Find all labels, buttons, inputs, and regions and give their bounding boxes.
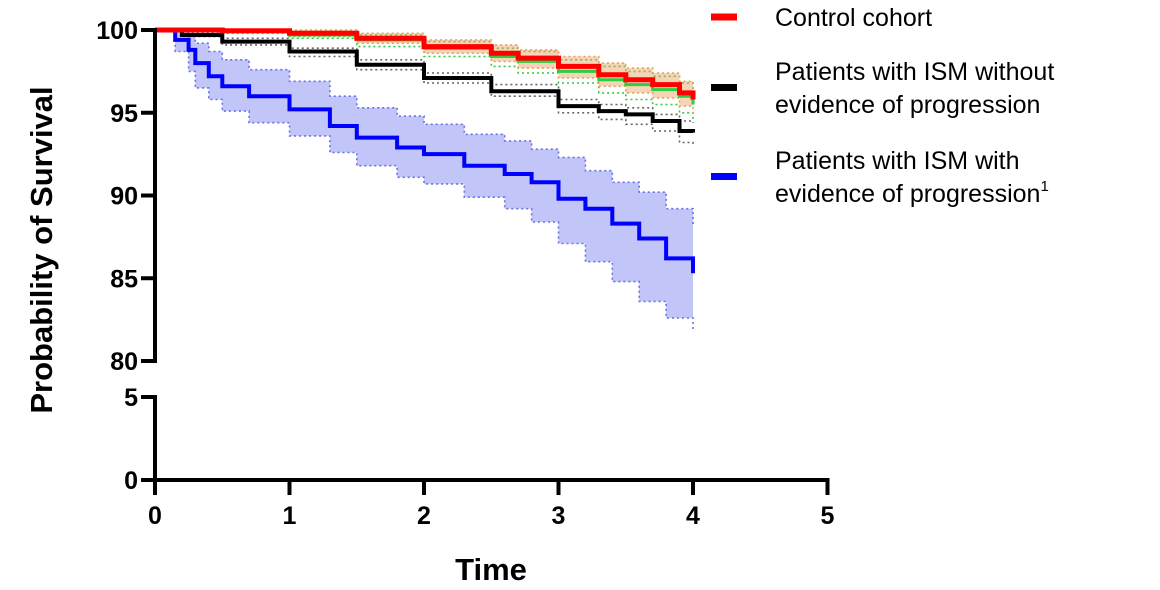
series-1-ci-lower bbox=[155, 29, 694, 120]
y-axis-title: Probability of Survival bbox=[24, 86, 59, 413]
survival-curves bbox=[155, 27, 696, 274]
legend-label: evidence of progression bbox=[775, 91, 1040, 119]
y-tick-label: 95 bbox=[110, 100, 138, 128]
y-tick-label: 100 bbox=[96, 17, 138, 45]
legend-item-1: Patients with ISM without evidence of pro… bbox=[711, 58, 1054, 119]
legend-swatch bbox=[711, 84, 737, 91]
legend-superscript: 1 bbox=[1040, 178, 1048, 195]
x-tick-label: 3 bbox=[552, 502, 566, 530]
series-0-ci-lower bbox=[155, 29, 694, 113]
tick-labels: 0 1 2 3 4 5 80 85 90 95 100 0 5 bbox=[96, 17, 834, 530]
x-tick-label: 2 bbox=[417, 502, 431, 530]
x-tick-label: 0 bbox=[148, 502, 162, 530]
series-3-ci-upper bbox=[155, 29, 694, 226]
series-0-ci-band bbox=[155, 30, 693, 113]
legend-label: Patients with ISM without bbox=[775, 58, 1054, 86]
series-3-curve bbox=[155, 28, 695, 274]
legend-label: evidence of progression1 bbox=[775, 178, 1049, 208]
legend-item-0: Control cohort bbox=[711, 4, 932, 32]
legend-swatch bbox=[711, 13, 737, 21]
legend-label: Control cohort bbox=[775, 4, 932, 32]
legend-label: Patients with ISM with bbox=[775, 147, 1020, 175]
x-tick-label: 5 bbox=[821, 502, 835, 530]
x-tick-label: 4 bbox=[686, 502, 700, 530]
y-tick-label: 0 bbox=[124, 467, 138, 495]
y-tick-label: 85 bbox=[110, 265, 138, 293]
legend-item-2: Patients with ISM with evidence of progre… bbox=[711, 147, 1049, 208]
x-tick-label: 1 bbox=[283, 502, 297, 530]
y-tick-label: 5 bbox=[124, 384, 138, 412]
x-axis-title: Time bbox=[455, 552, 527, 587]
series-3-ci-lower bbox=[155, 29, 694, 332]
series-2-curve bbox=[155, 28, 695, 133]
legend: Control cohort Patients with ISM without e… bbox=[711, 4, 1054, 208]
series-0-curve bbox=[155, 27, 696, 100]
y-tick-label: 80 bbox=[110, 348, 138, 376]
axes bbox=[141, 28, 830, 495]
legend-swatch bbox=[711, 173, 737, 180]
y-tick-label: 90 bbox=[110, 183, 138, 211]
